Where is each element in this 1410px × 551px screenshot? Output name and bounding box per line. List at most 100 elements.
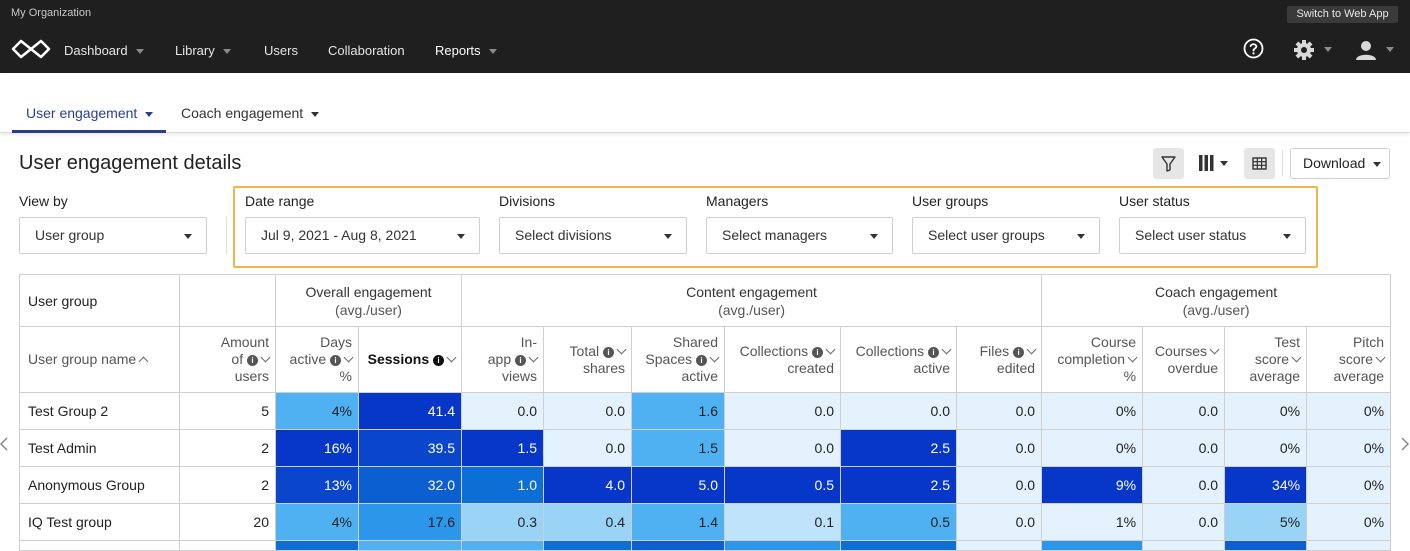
col-files-edited[interactable]: Files i edited <box>956 326 1043 393</box>
group-header-content: Content engagement (avg./user) <box>461 274 1043 327</box>
tab-user-engagement[interactable]: User engagement <box>26 105 154 121</box>
info-icon[interactable]: i <box>928 346 940 358</box>
row-name: IQ Test group <box>19 503 180 541</box>
cell-shared-spaces: 1.4 <box>631 503 726 541</box>
chevron-down-icon <box>709 352 720 363</box>
col-collections-active[interactable]: Collections i active <box>840 326 958 393</box>
col-days-active[interactable]: Days active i% <box>275 326 359 393</box>
info-icon[interactable]: i <box>330 355 341 366</box>
table-row[interactable]: IQ Test group 20 4% 17.6 0.3 0.4 1.4 0.1… <box>19 503 1392 541</box>
chevron-down-icon <box>260 352 271 363</box>
cell-test-score: 5% <box>1224 503 1308 541</box>
cell-total-shares: 0.0 <box>543 392 633 430</box>
user-groups-select[interactable]: Select user groups <box>912 217 1100 254</box>
cell-collections-active: 2.5 <box>840 466 958 504</box>
chevron-down-icon <box>343 352 354 363</box>
organization-name: My Organization <box>11 7 92 19</box>
switch-to-web-app-button[interactable]: Switch to Web App <box>1287 6 1398 23</box>
filter-button[interactable] <box>1153 148 1184 179</box>
col-sessions[interactable]: Sessions i <box>357 326 463 393</box>
gear-icon[interactable] <box>1293 39 1315 61</box>
nav-dashboard[interactable]: Dashboard <box>64 43 144 58</box>
nav-library[interactable]: Library <box>175 43 231 58</box>
settings-chevron-down-icon[interactable] <box>1324 47 1332 52</box>
col-shared-spaces-active[interactable]: Shared Spaces i active <box>631 326 726 393</box>
nav-collaboration[interactable]: Collaboration <box>328 43 405 58</box>
view-by-select[interactable]: User group <box>19 217 207 254</box>
cell-collections-created: 0.5 <box>724 466 842 504</box>
help-icon[interactable] <box>1243 38 1264 59</box>
cell-partial <box>631 540 726 551</box>
toolbar-divider <box>1282 150 1283 176</box>
cell-partial <box>275 540 359 551</box>
cell-partial <box>19 540 180 551</box>
table-icon <box>1252 157 1267 170</box>
col-user-group-name[interactable]: User group name <box>19 326 180 393</box>
cell-partial <box>461 540 545 551</box>
cell-collections-active: 0.5 <box>840 503 958 541</box>
info-icon[interactable]: i <box>247 355 258 366</box>
info-icon[interactable]: i <box>1013 346 1025 358</box>
date-range-select[interactable]: Jul 9, 2021 - Aug 8, 2021 <box>245 217 480 254</box>
col-collections-created[interactable]: Collections i created <box>724 326 842 393</box>
group-header-overall: Overall engagement (avg./user) <box>274 274 463 327</box>
cell-days-active: 4% <box>275 392 359 430</box>
cell-files-edited: 0.0 <box>956 429 1043 467</box>
chevron-down-icon <box>1209 344 1220 354</box>
cell-files-edited: 0.0 <box>956 392 1043 430</box>
sort-ascending-icon <box>138 356 149 367</box>
col-in-app-views[interactable]: In-app i views <box>461 326 545 393</box>
group-header-blank <box>179 274 276 327</box>
info-icon[interactable]: i <box>433 355 445 366</box>
chevron-down-icon <box>1373 161 1382 167</box>
cell-sessions: 17.6 <box>357 503 463 541</box>
report-tabs: User engagement Coach engagement <box>0 73 1410 133</box>
cell-course-completion: 0% <box>1041 429 1144 467</box>
chevron-down-icon <box>184 234 192 239</box>
cell-files-edited: 0.0 <box>956 503 1043 541</box>
scroll-left-icon[interactable] <box>0 437 8 451</box>
col-courses-overdue[interactable]: Courses overdue <box>1142 326 1226 393</box>
table-view-button[interactable] <box>1244 148 1275 179</box>
col-total-shares[interactable]: Total i shares <box>543 326 633 393</box>
user-status-select[interactable]: Select user status <box>1119 217 1306 254</box>
chevron-down-icon <box>1283 234 1291 239</box>
cell-collections-active: 0.0 <box>840 392 958 430</box>
col-test-score-average[interactable]: Test score average <box>1224 326 1308 393</box>
tab-coach-engagement[interactable]: Coach engagement <box>181 105 320 121</box>
engagement-table: User group Overall engagement (avg./user)… <box>19 274 1392 551</box>
chevron-down-icon <box>1291 352 1302 363</box>
table-row[interactable]: Test Admin 2 16% 39.5 1.5 0.0 1.5 0.0 2.… <box>19 429 1392 467</box>
col-pitch-score-average[interactable]: Pitch score average <box>1306 326 1392 393</box>
columns-icon <box>1199 155 1228 171</box>
managers-select[interactable]: Select managers <box>706 217 893 254</box>
table-row[interactable]: Anonymous Group 2 13% 32.0 1.0 4.0 5.0 0… <box>19 466 1392 504</box>
nav-users[interactable]: Users <box>264 43 298 58</box>
table-row[interactable] <box>19 540 1392 551</box>
highlighted-filter-group <box>233 186 1318 268</box>
cell-partial <box>956 540 1043 551</box>
chevron-down-icon <box>311 111 320 117</box>
download-button[interactable]: Download <box>1290 148 1390 179</box>
cell-courses-overdue: 0.0 <box>1142 503 1226 541</box>
columns-button[interactable] <box>1198 154 1230 177</box>
nav-reports[interactable]: Reports <box>435 43 497 58</box>
table-row[interactable]: Test Group 2 5 4% 41.4 0.0 0.0 1.6 0.0 0… <box>19 392 1392 430</box>
cell-partial <box>357 540 463 551</box>
info-icon[interactable]: i <box>812 346 824 358</box>
info-icon[interactable]: i <box>696 355 708 366</box>
info-icon[interactable]: i <box>603 346 615 358</box>
col-course-completion[interactable]: Course completion% <box>1041 326 1144 393</box>
account-chevron-down-icon[interactable] <box>1386 47 1394 52</box>
col-amount-of-users[interactable]: Amount of i users <box>179 326 276 393</box>
scroll-right-icon[interactable] <box>1401 437 1409 451</box>
chevron-down-icon <box>488 49 497 55</box>
divisions-select[interactable]: Select divisions <box>499 217 687 254</box>
user-avatar-icon[interactable] <box>1355 40 1377 60</box>
chevron-down-icon <box>145 111 154 117</box>
brand-logo-icon[interactable] <box>11 38 51 60</box>
group-header-row: User group Overall engagement (avg./user)… <box>19 274 1392 327</box>
date-range-label: Date range <box>245 193 315 209</box>
active-tab-indicator <box>12 130 166 133</box>
info-icon[interactable]: i <box>515 355 527 366</box>
